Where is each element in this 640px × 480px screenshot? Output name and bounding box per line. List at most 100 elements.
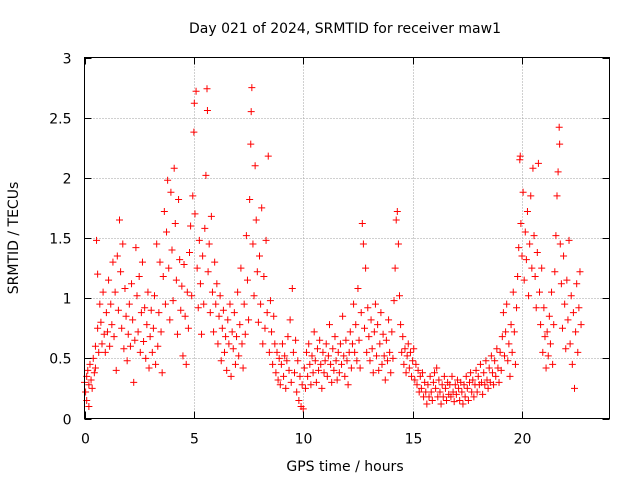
data-point <box>158 369 166 377</box>
data-point <box>173 330 181 338</box>
data-point <box>504 357 512 365</box>
data-point <box>147 306 155 314</box>
data-point <box>335 369 343 377</box>
data-point <box>94 270 102 278</box>
data-point <box>508 348 516 356</box>
data-point <box>168 246 176 254</box>
data-point <box>510 328 518 336</box>
data-point <box>573 280 581 288</box>
data-point <box>295 396 303 404</box>
data-point <box>469 376 477 384</box>
data-point <box>221 348 228 356</box>
data-point <box>156 258 164 266</box>
data-point <box>414 366 422 374</box>
data-point <box>408 372 416 380</box>
data-point <box>298 381 306 389</box>
data-point <box>418 369 426 377</box>
data-point <box>565 236 573 244</box>
data-point <box>254 318 262 326</box>
data-point <box>480 369 488 377</box>
data-point <box>514 273 522 281</box>
data-point <box>184 324 192 332</box>
data-point <box>569 309 577 317</box>
data-point <box>282 384 290 392</box>
x-tick-label: 0 <box>81 432 90 448</box>
data-point <box>328 378 336 386</box>
data-point <box>503 300 511 308</box>
data-point <box>293 388 301 396</box>
data-point <box>351 348 359 356</box>
data-point <box>343 357 351 365</box>
data-point <box>292 336 300 344</box>
data-point <box>467 369 475 377</box>
data-point <box>505 340 513 348</box>
data-point <box>458 388 466 396</box>
data-point <box>334 348 342 356</box>
data-point <box>284 333 292 341</box>
data-point <box>109 258 117 266</box>
data-point <box>391 264 399 272</box>
data-point <box>253 268 261 276</box>
data-point <box>201 224 209 232</box>
data-point <box>506 372 514 380</box>
data-point <box>348 340 356 348</box>
data-point <box>492 372 500 380</box>
data-point <box>413 381 421 389</box>
data-point <box>240 300 248 308</box>
data-point <box>261 324 269 332</box>
data-point <box>246 195 254 203</box>
data-point <box>462 372 470 380</box>
data-point <box>530 232 538 240</box>
data-point <box>176 256 184 264</box>
data-point <box>540 304 548 312</box>
data-point <box>558 324 566 332</box>
data-point <box>98 340 106 348</box>
data-point <box>542 364 550 372</box>
data-point <box>412 360 420 368</box>
data-point <box>117 268 125 276</box>
data-point <box>231 360 239 368</box>
data-point <box>263 309 271 317</box>
data-point <box>211 258 219 266</box>
data-point <box>155 309 163 317</box>
data-point <box>396 292 403 300</box>
data-point <box>424 381 432 389</box>
data-point <box>389 354 397 362</box>
data-point <box>517 220 525 228</box>
data-point <box>85 381 93 389</box>
data-point <box>498 333 506 341</box>
data-point <box>250 292 258 300</box>
data-point <box>358 220 366 228</box>
data-point <box>238 340 246 348</box>
data-point <box>274 376 282 384</box>
data-point <box>378 360 386 368</box>
data-point <box>568 360 576 368</box>
data-point <box>153 240 161 248</box>
data-point <box>320 369 328 377</box>
data-point <box>152 360 160 368</box>
data-point <box>439 393 447 401</box>
data-point <box>382 336 390 344</box>
data-point <box>572 328 580 336</box>
data-point <box>307 381 315 389</box>
data-point <box>167 188 175 196</box>
data-point <box>344 381 352 389</box>
data-point <box>269 360 277 368</box>
data-point <box>273 348 281 356</box>
data-point <box>247 140 255 148</box>
data-point <box>352 321 360 329</box>
data-point <box>294 357 302 365</box>
data-point <box>546 340 554 348</box>
data-point <box>219 306 227 314</box>
data-point <box>124 330 132 338</box>
y-tick-label: 0 <box>63 413 72 429</box>
data-point <box>163 228 171 236</box>
data-point <box>388 328 396 336</box>
data-point <box>376 340 384 348</box>
data-point <box>555 123 563 131</box>
data-point <box>204 268 212 276</box>
data-point <box>402 369 410 377</box>
data-point <box>218 324 226 332</box>
data-point <box>108 321 116 329</box>
data-point <box>403 352 411 360</box>
